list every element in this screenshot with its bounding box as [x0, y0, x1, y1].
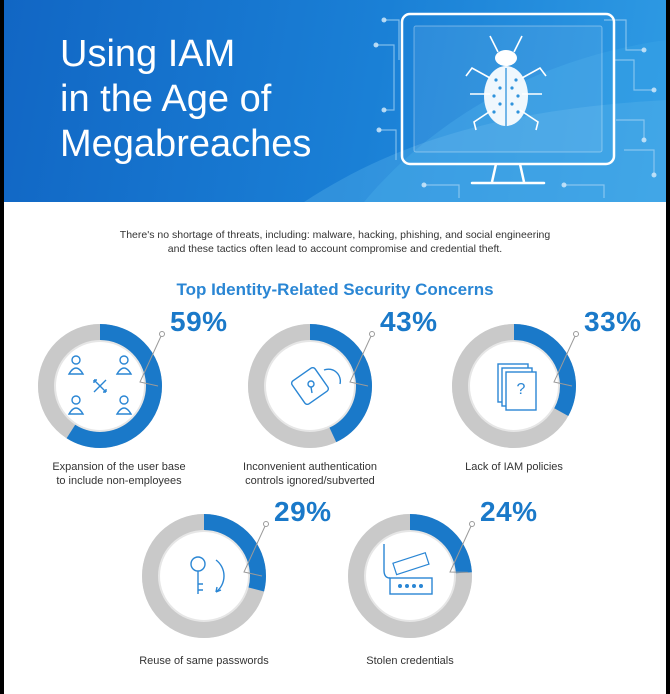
section-title: Top Identity-Related Security Concerns [176, 280, 494, 299]
concern-item: 43% [230, 306, 437, 466]
percentage-label: 43% [380, 306, 438, 337]
computer-bug-icon [400, 12, 616, 185]
person-icon [115, 395, 133, 415]
caption-line: Stolen credentials [366, 655, 454, 667]
leader-line [243, 521, 269, 577]
intro-line: There's no shortage of threats, includin… [119, 229, 551, 241]
percentage-label: 59% [170, 306, 228, 337]
leader-line [449, 521, 475, 573]
concern-caption: Expansion of the user base to include non… [14, 460, 224, 488]
donut-center [366, 532, 454, 620]
broken-lock-icon [290, 366, 342, 406]
leader-line [139, 331, 165, 387]
concern-caption: Lack of IAM policies [414, 460, 614, 474]
donut-chart [142, 514, 269, 638]
title-line: Megabreaches [60, 123, 312, 165]
concern-caption: Reuse of same passwords [104, 654, 304, 668]
password-dot [398, 584, 402, 588]
circuit-background-art [304, 12, 666, 202]
password-dot [405, 584, 409, 588]
intro-text: There's no shortage of threats, includin… [44, 228, 626, 256]
password-dot [419, 584, 423, 588]
documents-question-icon: ? [497, 363, 537, 411]
intro-line: and these tactics often lead to account … [167, 243, 503, 255]
percentage-label: 29% [274, 496, 332, 527]
title-line: in the Age of [60, 78, 272, 120]
concern-item: 29% [124, 496, 331, 656]
concern-caption: Stolen credentials [310, 654, 510, 668]
person-icon [115, 355, 133, 375]
percentage-label: 33% [584, 306, 642, 337]
person-icon [67, 395, 85, 415]
caption-line: Reuse of same passwords [139, 655, 269, 667]
concern-item: 59% [20, 306, 227, 466]
donut-center [160, 532, 248, 620]
donut-value-arc [248, 324, 372, 448]
donut-value-arc [142, 514, 266, 638]
concern-item: ? 33% [434, 306, 641, 466]
caption-line: Lack of IAM policies [465, 461, 563, 473]
caption-line: controls ignored/subverted [245, 475, 375, 487]
password-hook-icon [383, 544, 433, 595]
donut-chart [348, 514, 475, 638]
question-mark-glyph: ? [517, 381, 526, 398]
caption-line: Inconvenient authentication [243, 461, 377, 473]
donut-chart [248, 324, 375, 448]
title-line: Using IAM [60, 33, 236, 75]
concern-caption: Inconvenient authentication controls igno… [210, 460, 410, 488]
infographic-page: Using IAM in the Age of Megabreaches The… [4, 0, 666, 694]
caption-line: Expansion of the user base [52, 461, 186, 473]
key-reuse-icon [190, 556, 225, 594]
donut-value-arc [452, 324, 576, 448]
donut-value-arc [38, 324, 162, 448]
people-network-icon [67, 355, 133, 415]
leader-line [349, 331, 375, 387]
leader-line [553, 331, 579, 387]
donut-chart: ? [452, 324, 579, 448]
page-title: Using IAM in the Age of Megabreaches [60, 32, 400, 167]
person-icon [67, 355, 85, 375]
caption-line: to include non-employees [56, 475, 182, 487]
concern-item: 24% [330, 496, 537, 656]
password-dot [412, 584, 416, 588]
donut-value-arc [348, 514, 472, 638]
donut-chart [38, 324, 165, 448]
percentage-label: 24% [480, 496, 538, 527]
donut-center [266, 342, 354, 430]
hero-banner: Using IAM in the Age of Megabreaches [4, 0, 666, 202]
